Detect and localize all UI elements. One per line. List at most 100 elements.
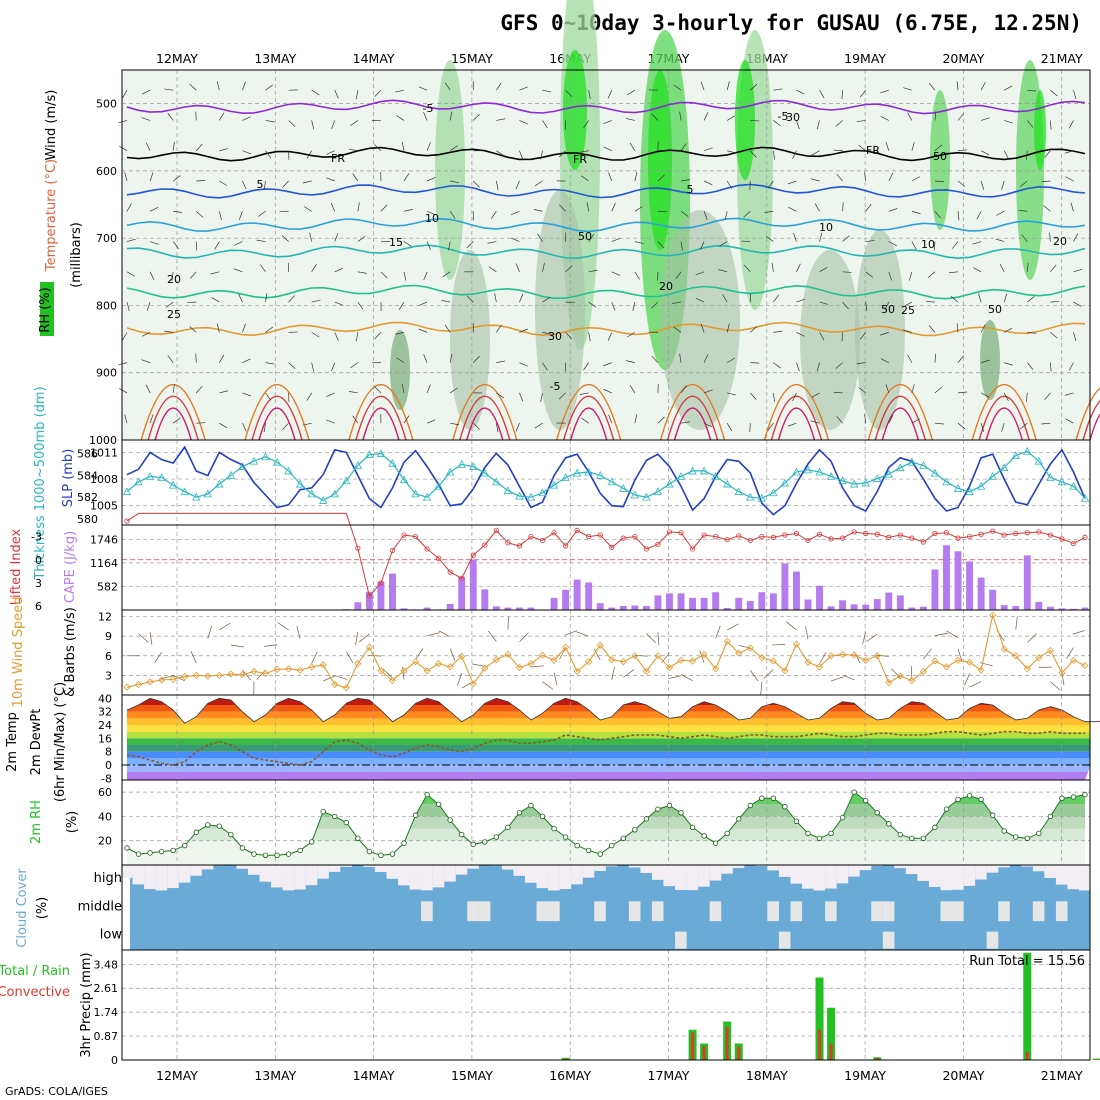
wind-speed-point bbox=[400, 667, 408, 675]
wind-barb bbox=[934, 144, 943, 151]
cloud-gap-high bbox=[236, 865, 249, 869]
li-tick-label: -3 bbox=[31, 531, 42, 544]
wind-barb bbox=[426, 177, 436, 182]
cape-bar bbox=[1046, 606, 1054, 610]
thickness-point bbox=[284, 466, 293, 475]
wind-barb bbox=[699, 241, 705, 250]
slp-tick-label: 1011 bbox=[90, 446, 118, 459]
wind-barb bbox=[771, 644, 785, 646]
rh-point bbox=[597, 851, 603, 857]
wind-barb bbox=[724, 211, 728, 221]
rh-point bbox=[747, 802, 753, 809]
wind-barb bbox=[859, 89, 866, 98]
rh-point bbox=[297, 847, 303, 854]
lifted-index-point bbox=[736, 533, 742, 539]
wind-barb bbox=[519, 150, 524, 160]
wind-barb bbox=[558, 150, 566, 158]
rh-bands bbox=[127, 792, 1085, 865]
thickness-point bbox=[365, 450, 374, 458]
wind-barb bbox=[1050, 681, 1061, 691]
contour-label: 20 bbox=[659, 280, 673, 293]
cape-bar bbox=[550, 597, 558, 610]
wind-barb bbox=[703, 354, 709, 363]
wind-speed-point bbox=[585, 658, 593, 666]
cloud-gap-middle bbox=[1055, 901, 1068, 922]
wind-barb bbox=[488, 630, 497, 642]
wind-barb bbox=[703, 112, 709, 121]
wind-barb bbox=[172, 417, 181, 424]
cloud-gap-high bbox=[709, 865, 722, 881]
convective-label: Convective bbox=[0, 985, 70, 1000]
wind-barb bbox=[565, 332, 573, 340]
cape-bar bbox=[966, 561, 974, 610]
wind-barb bbox=[651, 355, 659, 363]
cloud-gap-high bbox=[651, 865, 664, 880]
thickness-point bbox=[238, 462, 247, 470]
temp-axis-label: 2m Temp bbox=[5, 712, 20, 772]
cape-lifted-index-panel: 1746 1164 582 -3 0 3 6 Lifted Index CAPE (J/kg) bbox=[9, 512, 1091, 613]
wind-barb bbox=[122, 332, 128, 341]
wind-barb bbox=[634, 414, 638, 424]
wind-barb bbox=[167, 113, 174, 121]
panel-frame bbox=[121, 949, 1091, 1061]
rh-point bbox=[609, 842, 615, 849]
precip-total-bar bbox=[827, 1007, 836, 1060]
thickness-point bbox=[388, 458, 397, 467]
wind-barb bbox=[403, 415, 410, 424]
wind-speed-point bbox=[550, 656, 558, 664]
minmax-axis-label: (6hr Min/Max) (°C) bbox=[53, 682, 68, 802]
thickness-point bbox=[376, 449, 386, 457]
wind-barb bbox=[805, 626, 809, 640]
wind-barb bbox=[164, 330, 174, 333]
wind-barb bbox=[607, 90, 613, 99]
cloud-gap-high bbox=[732, 865, 745, 868]
wind-barb bbox=[907, 112, 913, 121]
y-tick-label: 900 bbox=[96, 367, 117, 380]
cloud-gap-high bbox=[190, 865, 202, 876]
wind-barb bbox=[473, 356, 480, 363]
wind-barb bbox=[357, 271, 367, 274]
wind-barb bbox=[426, 241, 431, 250]
wind-barb bbox=[934, 180, 944, 183]
wind-speed-point bbox=[792, 640, 801, 648]
lifted-index-point bbox=[482, 542, 488, 548]
lifted-index-point bbox=[932, 530, 938, 537]
wind-barb bbox=[1003, 293, 1008, 303]
isotherm-line bbox=[126, 217, 1086, 233]
contour-label: 50 bbox=[933, 150, 947, 163]
wind-barb bbox=[126, 302, 130, 311]
lifted-index-point bbox=[689, 546, 696, 552]
wind-barb bbox=[581, 417, 589, 424]
wind-barb bbox=[149, 241, 159, 245]
thickness-point bbox=[1000, 463, 1009, 472]
wind-barb bbox=[593, 648, 601, 661]
wind-barb bbox=[374, 332, 382, 340]
wind-barb bbox=[858, 387, 866, 394]
wind-barb bbox=[796, 89, 805, 95]
wind-speed-point bbox=[1046, 646, 1054, 655]
wind-barb bbox=[695, 297, 705, 303]
chart-title: GFS 0~10day 3-hourly for GUSAU (6.75E, 1… bbox=[500, 11, 1082, 35]
wind-barb bbox=[256, 239, 266, 242]
rh-point bbox=[759, 795, 765, 801]
contour-label: 30 bbox=[786, 111, 800, 124]
wind-barb bbox=[1004, 85, 1013, 91]
thickness-point bbox=[1011, 451, 1020, 460]
wind-barb bbox=[334, 332, 339, 341]
lifted-index-point bbox=[863, 530, 869, 537]
date-label-bottom: 13MAY bbox=[254, 1068, 296, 1083]
wind-barb bbox=[350, 362, 359, 369]
rh-tick-label: 60 bbox=[98, 786, 112, 799]
wind-barb bbox=[726, 81, 730, 91]
lifted-index-point bbox=[551, 530, 557, 536]
wind-barb bbox=[211, 297, 220, 303]
lifted-index-point bbox=[724, 537, 730, 543]
lifted-index-point bbox=[816, 531, 823, 537]
date-label-bottom: 21MAY bbox=[1041, 1068, 1083, 1083]
cloud-gap-high bbox=[801, 865, 814, 889]
wind-barb bbox=[1003, 150, 1009, 159]
wind-barb bbox=[925, 300, 935, 303]
wind-barb bbox=[230, 644, 244, 648]
rh-2m-panel: 60 40 20 2m RH (%) bbox=[29, 779, 1091, 866]
wind-barb bbox=[242, 323, 246, 333]
